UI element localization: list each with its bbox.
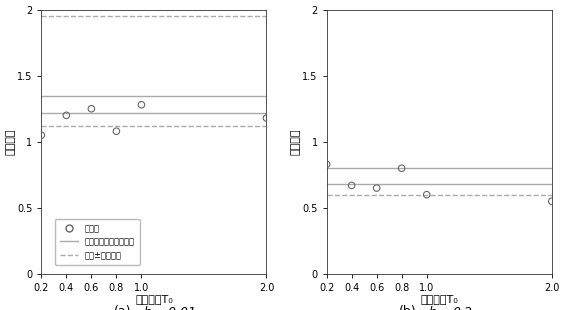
- Text: $h_0$=0.2: $h_0$=0.2: [428, 305, 473, 310]
- Point: [422, 192, 431, 197]
- Text: $h_0$=0.01: $h_0$=0.01: [142, 305, 195, 310]
- Y-axis label: 補正係数: 補正係数: [6, 129, 16, 155]
- Point: [87, 106, 96, 111]
- Text: (b): (b): [399, 305, 416, 310]
- X-axis label: 固有周期T₀: 固有周期T₀: [420, 294, 458, 304]
- Text: (a): (a): [114, 305, 131, 310]
- Point: [37, 133, 46, 138]
- Point: [347, 183, 356, 188]
- Point: [262, 116, 271, 121]
- Point: [62, 113, 71, 118]
- Y-axis label: 補正係数: 補正係数: [291, 129, 301, 155]
- Point: [397, 166, 406, 171]
- Point: [137, 102, 146, 107]
- Point: [322, 162, 331, 167]
- X-axis label: 固有周期T₀: 固有周期T₀: [135, 294, 173, 304]
- Point: [112, 129, 121, 134]
- Point: [547, 199, 557, 204]
- Legend: 正解値, 提案剋法による推定値, 平均±標準偏差: 正解値, 提案剋法による推定値, 平均±標準偏差: [54, 219, 140, 264]
- Point: [372, 186, 381, 191]
